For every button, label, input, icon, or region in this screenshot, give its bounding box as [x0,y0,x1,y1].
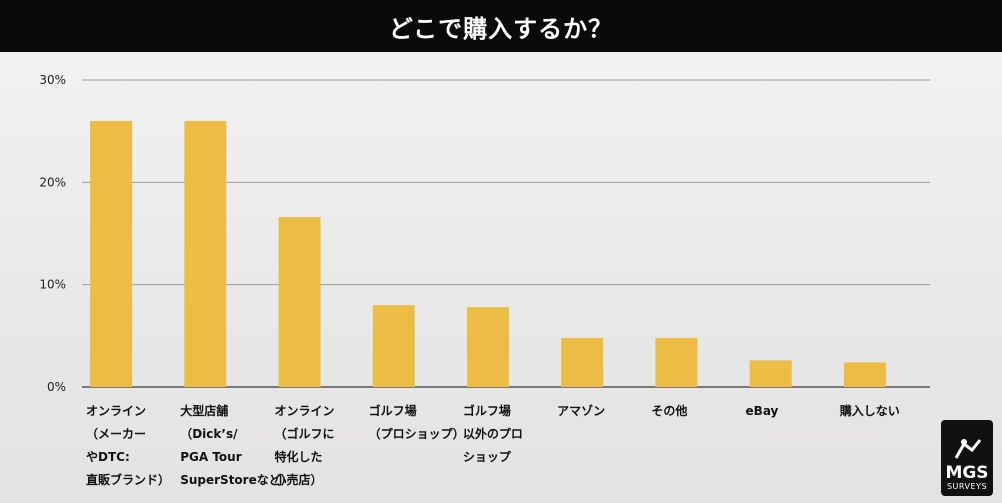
golfer-icon [954,439,982,459]
x-tick-label: オンライン （メーカー やDTC: 直販ブランド） [86,404,171,487]
bar [184,120,227,387]
bar [749,360,792,387]
x-tick-label: アマゾン [557,404,606,418]
logo-sub-text: SURVEYS [946,482,988,491]
y-tick-label: 0% [47,380,66,394]
x-tick-label: オンライン （ゴルフに 特化した 小売店） [274,404,335,487]
x-tick-label: eBay [745,404,779,418]
bar [843,362,886,387]
x-tick-label: その他 [651,404,688,418]
chart-background [0,52,1002,503]
bar [655,337,698,387]
bar [278,217,321,387]
x-tick-label: ゴルフ場 （プロショップ） [368,404,465,441]
y-tick-label: 20% [39,175,66,189]
bar [90,120,133,387]
bar [372,305,415,387]
y-tick-label: 10% [39,278,66,292]
page-title: どこで購入するか？ [0,0,1002,52]
x-tick-label: 購入しない [839,404,900,418]
bar [467,307,509,387]
x-tick-label: ゴルフ場 以外のプロ ショップ [462,404,523,464]
y-tick-label: 30% [39,73,66,87]
bar [561,337,604,387]
x-tick-label: 大型店舗 （Dick’s/ PGA Tour SuperStoreなど） [180,404,293,487]
logo-main-text: MGS [945,463,989,483]
mgs-surveys-logo: MGS SURVEYS [941,420,993,496]
